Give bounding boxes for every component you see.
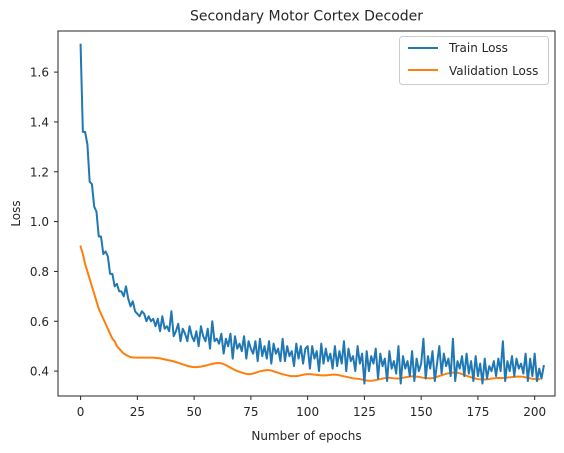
y-tick-label: 1.4 [30,115,49,129]
series-line-validation-loss [79,245,541,382]
x-tick-label: 25 [130,405,145,419]
x-tick-label: 100 [296,405,319,419]
x-tick-label: 50 [186,405,201,419]
y-tick-label: 0.6 [30,315,49,329]
legend-label-validation-loss: Validation Loss [449,64,538,78]
plot-frame [57,30,556,397]
legend-label-train-loss: Train Loss [448,41,508,55]
y-tick-label: 1.6 [30,66,49,80]
series-line-train-loss [79,43,545,385]
x-axis-ticks: 0 25 50 75 100 125 150 175 200 [77,396,546,419]
series-layer [79,43,545,385]
y-tick-label: 0.4 [30,365,49,379]
legend: Train Loss Validation Loss [399,36,549,85]
chart-title: Secondary Motor Cortex Decoder [190,9,423,25]
y-axis-label: Loss [9,200,23,226]
y-axis-ticks: 0.4 0.6 0.8 1.0 1.2 1.4 1.6 [30,66,58,379]
y-tick-label: 0.8 [30,265,49,279]
x-tick-label: 0 [77,405,85,419]
x-tick-label: 125 [353,405,376,419]
x-tick-label: 150 [410,405,433,419]
y-tick-label: 1.2 [30,165,49,179]
y-tick-label: 1.0 [30,215,49,229]
x-tick-label: 200 [523,405,546,419]
x-axis-label: Number of epochs [251,429,361,443]
x-tick-label: 75 [243,405,258,419]
x-tick-label: 175 [466,405,489,419]
